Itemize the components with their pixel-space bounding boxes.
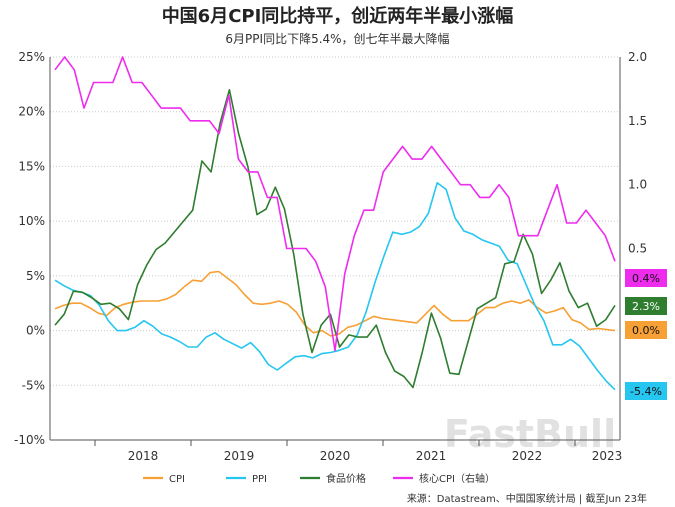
axes: 25% 20% 15% 10% 5% 0% -5% -10% 2.0 1.5 1.0 0.5 2018 2… (14, 50, 647, 463)
x-tick-label: 2018 (128, 449, 159, 463)
chart-subtitle: 6月PPI同比下降5.4%，创七年半最大降幅 (225, 32, 450, 46)
series-line-0 (54, 270, 616, 337)
left-tick-label: 25% (18, 50, 45, 64)
watermark-text: FastBull (444, 412, 616, 456)
series-lines (54, 56, 616, 391)
left-tick-label: 10% (18, 214, 45, 228)
series-line-1 (54, 182, 616, 391)
left-tick-label: 15% (18, 159, 45, 173)
left-tick-label: 20% (18, 105, 45, 119)
right-tick-label: 2.0 (628, 50, 647, 64)
callout-label: 2.3% (632, 300, 660, 313)
x-tick-label: 2022 (512, 449, 543, 463)
right-tick-label: 0.5 (628, 242, 647, 256)
series-line-3 (54, 56, 616, 352)
value-callouts: 0.4% 2.3% 0.0% -5.4% (625, 269, 667, 400)
x-tick-label: 2021 (416, 449, 447, 463)
legend-label: 核心CPI（右轴） (419, 472, 495, 485)
x-tick-label: 2020 (320, 449, 351, 463)
callout-box (625, 297, 667, 315)
callout-label: 0.0% (632, 324, 660, 337)
right-tick-label: 1.5 (628, 114, 647, 128)
source-note: 来源：Datastream、中国国家统计局 | 截至Jun 23年 (406, 494, 647, 505)
legend: CPI PPI 食品价格 核心CPI（右轴） (143, 472, 495, 485)
series-line-2 (54, 89, 616, 389)
legend-label: CPI (169, 474, 185, 485)
legend-label: PPI (252, 474, 267, 485)
x-tick-label: 2023 (592, 449, 623, 463)
left-tick-label: 0% (26, 324, 45, 338)
x-tick-label: 2019 (224, 449, 255, 463)
right-tick-label: 1.0 (628, 178, 647, 192)
callout-box (625, 321, 667, 339)
legend-label: 食品价格 (326, 472, 366, 485)
callout-box (625, 269, 667, 287)
chart-title: 中国6月CPI同比持平，创近两年半最小涨幅 (161, 6, 514, 27)
left-tick-label: 5% (26, 269, 45, 283)
callout-label: -5.4% (630, 385, 662, 398)
gridlines (50, 56, 620, 386)
callout-box (625, 382, 667, 400)
left-tick-label: -5% (22, 378, 45, 392)
callout-label: 0.4% (632, 272, 660, 285)
left-tick-label: -10% (14, 433, 45, 447)
